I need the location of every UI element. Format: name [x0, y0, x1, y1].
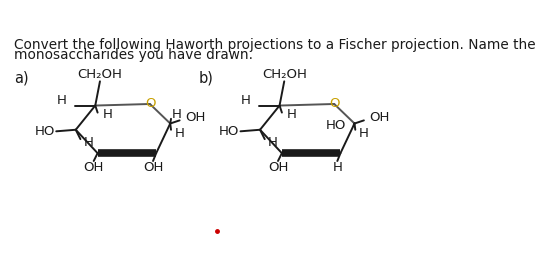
Text: CH₂OH: CH₂OH: [78, 68, 123, 81]
Text: H: H: [172, 109, 181, 121]
Text: OH: OH: [268, 161, 288, 174]
Text: a): a): [14, 70, 29, 85]
Text: HO: HO: [326, 119, 346, 132]
Text: H: H: [333, 161, 342, 174]
Text: OH: OH: [143, 161, 163, 174]
Text: HO: HO: [34, 125, 55, 138]
Text: H: H: [241, 94, 251, 107]
Text: OH: OH: [369, 111, 390, 124]
Text: OH: OH: [84, 161, 104, 174]
Text: H: H: [359, 127, 369, 140]
Text: H: H: [268, 136, 278, 149]
Text: OH: OH: [185, 111, 205, 124]
Text: O: O: [145, 97, 156, 110]
Text: b): b): [198, 70, 213, 85]
Text: monosaccharides you have drawn.: monosaccharides you have drawn.: [14, 48, 253, 62]
Text: H: H: [287, 109, 296, 121]
Text: H: H: [175, 127, 185, 140]
Text: CH₂OH: CH₂OH: [262, 68, 307, 81]
Text: O: O: [330, 97, 340, 110]
Text: Convert the following Haworth projections to a Fischer projection. Name the: Convert the following Haworth projection…: [14, 38, 536, 52]
Text: H: H: [84, 136, 93, 149]
Text: H: H: [57, 94, 66, 107]
Text: H: H: [102, 109, 112, 121]
Text: HO: HO: [219, 125, 239, 138]
